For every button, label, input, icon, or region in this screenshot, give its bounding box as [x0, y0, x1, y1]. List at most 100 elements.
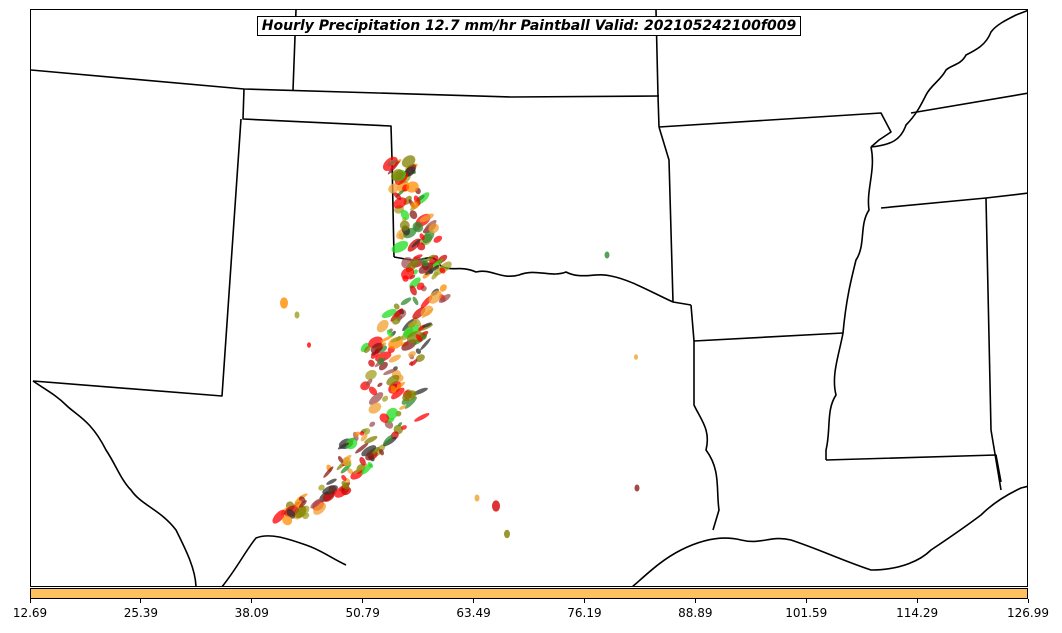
paint-blob — [341, 474, 347, 482]
paint-blob — [361, 463, 373, 475]
border-co-north — [31, 69, 660, 98]
paint-blob — [386, 407, 398, 420]
paint-blob — [365, 378, 373, 386]
border-ky-tn — [910, 92, 1027, 114]
precipitation-map — [31, 10, 1027, 586]
paint-blob — [391, 169, 404, 181]
paint-blob — [347, 468, 354, 475]
paint-blob — [492, 500, 500, 512]
paint-blob — [412, 296, 419, 306]
paint-blob — [363, 428, 371, 435]
paint-blob — [272, 509, 286, 524]
paint-blob — [365, 452, 374, 461]
colorbar-tick — [140, 599, 142, 603]
paint-blob — [433, 235, 443, 243]
paint-blob — [342, 456, 352, 467]
paint-blob — [369, 421, 376, 427]
paint-blob — [439, 284, 447, 292]
border-mo-ar — [658, 112, 892, 148]
paint-blob — [411, 238, 421, 248]
border-ar-la — [690, 304, 844, 342]
paint-blob — [406, 181, 419, 193]
colorbar-tick-label: 38.09 — [234, 606, 269, 620]
paint-blob — [394, 381, 405, 391]
colorbar-tick-label: 126.99 — [1007, 606, 1049, 620]
paint-blob — [392, 316, 401, 325]
paint-blob — [428, 223, 439, 234]
paint-blob — [413, 254, 423, 260]
paint-blob — [400, 209, 410, 220]
paint-blob — [376, 319, 389, 333]
border-la-west — [693, 341, 720, 531]
paint-blob — [383, 435, 393, 446]
colorbar-tick — [583, 599, 585, 603]
paint-blob — [404, 396, 417, 409]
paint-blob — [413, 387, 428, 395]
paint-blob — [410, 201, 419, 209]
border-ks-ne — [242, 88, 393, 160]
paint-blob — [402, 318, 414, 332]
paint-blob — [409, 274, 416, 280]
state-borders — [31, 10, 1027, 586]
paint-blob — [386, 159, 398, 167]
paint-blob — [408, 319, 418, 329]
paint-blob — [361, 445, 377, 457]
paint-blob — [364, 435, 378, 444]
paint-blob — [412, 269, 418, 275]
paint-blob — [393, 192, 402, 200]
paint-blob — [370, 342, 383, 354]
paint-blob — [397, 422, 403, 427]
paint-blob — [419, 233, 425, 241]
colorbar-tick-label: 114.29 — [896, 606, 939, 620]
paint-blob — [432, 258, 444, 267]
paint-blob — [388, 183, 399, 194]
paint-blob — [415, 334, 423, 342]
border-texas-rio-grande — [32, 380, 197, 586]
mississippi-river — [825, 10, 1027, 460]
paint-blob — [377, 382, 383, 387]
paint-blob — [399, 220, 410, 231]
border-ks-east — [655, 10, 660, 128]
paint-blob — [422, 230, 435, 244]
paint-blob — [421, 308, 434, 318]
gulf-coast — [221, 485, 1027, 586]
map-panel: Hourly Precipitation 12.7 mm/hr Paintbal… — [30, 9, 1028, 587]
paint-blob — [323, 466, 334, 478]
paint-blob — [294, 505, 307, 519]
border-co-ks — [292, 10, 297, 91]
paint-blob — [382, 395, 389, 402]
paint-blob — [634, 354, 638, 360]
paint-blob — [431, 271, 439, 280]
paint-blob — [363, 345, 371, 354]
paint-blob — [418, 262, 434, 274]
paint-blob — [388, 354, 401, 363]
paint-blob — [337, 456, 344, 463]
paint-blob — [381, 308, 397, 319]
paint-blob — [504, 529, 510, 539]
paint-blob — [341, 486, 352, 496]
paint-blob — [359, 430, 365, 436]
colorbar-tick — [1027, 599, 1029, 603]
paint-blob — [410, 359, 418, 367]
paint-blob — [341, 480, 350, 490]
paint-blob — [428, 290, 442, 304]
paint-blob — [415, 354, 425, 362]
paint-blob — [401, 155, 416, 168]
paint-blob — [474, 494, 480, 502]
colorbar-tick — [251, 599, 253, 603]
paint-blob — [409, 210, 418, 220]
paint-blob — [387, 418, 395, 423]
colorbar-tick-label: 76.19 — [567, 606, 602, 620]
paint-blob — [393, 303, 400, 310]
colorbar-tick — [916, 599, 918, 603]
paint-blob — [399, 405, 407, 410]
paint-blob — [322, 485, 338, 495]
paint-blob — [420, 305, 434, 317]
colorbar — [30, 588, 1028, 599]
paint-blob — [419, 213, 434, 223]
paint-blob — [365, 369, 377, 380]
colorbar-tick-label: 63.49 — [456, 606, 491, 620]
border-ok-east — [658, 126, 674, 303]
paint-blob — [412, 221, 424, 233]
paint-blob — [634, 484, 640, 492]
